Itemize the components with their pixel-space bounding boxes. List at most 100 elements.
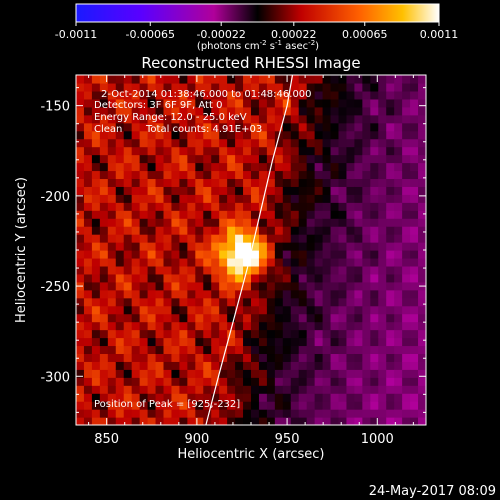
heatmap-cell (346, 138, 356, 148)
heatmap-cell (266, 218, 276, 227)
heatmap-cell (155, 122, 165, 132)
heatmap-cell (115, 305, 125, 315)
heatmap-cell (418, 226, 426, 235)
heatmap-cell (235, 242, 244, 251)
heatmap-cell (378, 353, 387, 362)
heatmap-cell (418, 162, 426, 172)
heatmap-cell (179, 337, 188, 347)
heatmap-cell (147, 305, 157, 315)
heatmap-cell (115, 289, 125, 299)
heatmap-cell (306, 122, 316, 132)
heatmap-cell (76, 202, 85, 211)
heatmap-cell (115, 234, 125, 243)
heatmap-cell (163, 90, 173, 100)
heatmap-cell (163, 281, 173, 291)
heatmap-cell (282, 138, 292, 148)
heatmap-cell (99, 82, 109, 92)
heatmap-cell (338, 250, 348, 259)
heatmap-cell (243, 361, 252, 370)
heatmap-cell (354, 226, 363, 235)
heatmap-cell (274, 281, 284, 291)
heatmap-cell (155, 218, 165, 227)
heatmap-cell (211, 289, 220, 299)
heatmap-cell (155, 178, 165, 187)
heatmap-cell (354, 289, 363, 299)
heatmap-cell (274, 377, 284, 386)
heatmap-cell (378, 90, 387, 100)
info-time-range: 2-Oct-2014 01:38:46.000 to 01:48:46.000 (101, 89, 312, 100)
heatmap-cell (298, 82, 308, 92)
heatmap-cell (131, 234, 141, 243)
heatmap-cell (243, 393, 252, 402)
heatmap-cell (346, 377, 356, 386)
info-detectors: Detectors: 3F 6F 9F, Att 0 (94, 100, 222, 111)
heatmap-cell (338, 242, 348, 251)
heatmap-cell (107, 75, 117, 84)
heatmap-cell (386, 321, 395, 331)
heatmap-cell (203, 345, 212, 355)
heatmap-cell (298, 114, 308, 124)
heatmap-cell (91, 289, 101, 299)
heatmap-cell (235, 313, 244, 323)
heatmap-cell (402, 194, 411, 203)
heatmap-cell (227, 226, 236, 235)
heatmap-cell (115, 98, 125, 108)
heatmap-cell (402, 337, 411, 347)
heatmap-cell (219, 210, 228, 219)
heatmap-cell (322, 194, 332, 203)
heatmap-cell (107, 401, 117, 410)
heatmap-cell (354, 82, 363, 92)
heatmap-cell (131, 226, 141, 235)
heatmap-cell (314, 265, 324, 275)
heatmap-cell (346, 178, 356, 187)
heatmap-cell (163, 409, 173, 418)
heatmap-cell (306, 377, 316, 386)
heatmap-cell (410, 218, 419, 227)
heatmap-cell (274, 170, 284, 180)
heatmap-cell (171, 146, 181, 156)
heatmap-cell (298, 313, 308, 323)
heatmap-cell (338, 122, 348, 132)
heatmap-cell (155, 289, 165, 299)
heatmap-cell (99, 194, 109, 203)
heatmap-cell (179, 122, 188, 132)
heatmap-cell (362, 369, 371, 378)
heatmap-cell (219, 329, 228, 339)
y-tick-label: -300 (40, 370, 70, 385)
heatmap-cell (99, 122, 109, 132)
heatmap-cell (251, 114, 260, 124)
heatmap-cell (290, 393, 300, 402)
heatmap-cell (322, 401, 332, 410)
heatmap-cell (370, 393, 379, 402)
heatmap-cell (346, 186, 356, 195)
heatmap-cell (235, 90, 244, 100)
heatmap-cell (131, 329, 141, 339)
heatmap-cell (314, 194, 324, 203)
heatmap-cell (91, 250, 101, 259)
heatmap-cell (314, 186, 324, 195)
heatmap-cell (243, 297, 252, 307)
heatmap-cell (195, 170, 204, 180)
heatmap-cell (251, 257, 260, 267)
heatmap-cell (378, 98, 387, 108)
heatmap-cell (410, 242, 419, 251)
heatmap-cell (322, 321, 332, 331)
heatmap-cell (171, 385, 181, 394)
heatmap-cell (274, 75, 284, 84)
heatmap-cell (386, 281, 395, 291)
heatmap-cell (354, 417, 363, 425)
heatmap-cell (338, 226, 348, 235)
heatmap-cell (139, 154, 149, 164)
heatmap-cell (195, 305, 204, 315)
heatmap-cell (211, 194, 220, 203)
heatmap-cell (235, 194, 244, 203)
heatmap-cell (219, 170, 228, 180)
heatmap-cell (211, 337, 220, 347)
heatmap-cell (362, 226, 371, 235)
heatmap-cell (155, 210, 165, 219)
heatmap-cell (378, 122, 387, 132)
heatmap-cell (203, 178, 212, 187)
heatmap-cell (314, 75, 324, 84)
heatmap-cell (155, 353, 165, 362)
heatmap-cell (91, 122, 101, 132)
